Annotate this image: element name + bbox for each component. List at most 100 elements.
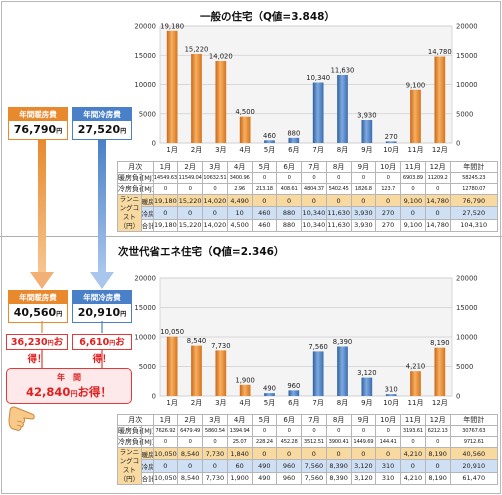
table-header-cell: 2月 bbox=[177, 161, 203, 173]
y-tick-label-right: 5000 bbox=[456, 363, 473, 371]
x-tick-label: 4月 bbox=[239, 146, 250, 154]
table-cell: 0 bbox=[152, 206, 179, 220]
y-tick-label-right: 5000 bbox=[456, 110, 473, 118]
table-cell: 9,100 bbox=[400, 218, 426, 233]
bottom-cool-cost-value: 20,910円 bbox=[73, 304, 131, 321]
table-cell: 0 bbox=[202, 183, 228, 195]
data-label: 8,390 bbox=[333, 338, 352, 346]
table-cell: 0 bbox=[400, 459, 426, 473]
table-header-cell: 1月 bbox=[152, 161, 179, 173]
table-cell: 0 bbox=[251, 193, 278, 208]
table-unit-cell: [MJ] bbox=[140, 172, 154, 184]
table-cell: 0 bbox=[276, 193, 302, 208]
table-header-cell: 4月 bbox=[226, 161, 253, 173]
table-cell: 960 bbox=[276, 459, 302, 473]
table-cell: 4,210 bbox=[400, 446, 426, 461]
x-tick-label: 7月 bbox=[312, 146, 323, 154]
table-cell: 3,930 bbox=[350, 218, 377, 233]
chart-2: 0 0 5000 5000 10000 10000 15000 15000 20000 20000… bbox=[134, 275, 477, 408]
x-tick-label: 2月 bbox=[191, 399, 202, 407]
y-tick-label-left: 15000 bbox=[134, 52, 156, 60]
table-cell: 40,560 bbox=[449, 446, 498, 461]
table-cell: 8,190 bbox=[424, 446, 451, 461]
y-tick-label-left: 15000 bbox=[134, 304, 156, 312]
table-header-cell: 8月 bbox=[325, 161, 352, 173]
x-tick-label: 6月 bbox=[288, 399, 299, 407]
table-cell: 0 bbox=[177, 206, 203, 220]
table-cell: 10,050 bbox=[152, 471, 179, 486]
table-cell: 0 bbox=[251, 172, 278, 184]
data-label: 14,780 bbox=[428, 48, 452, 56]
table-cell: 20,910 bbox=[449, 459, 498, 473]
table-cell: 1449.69 bbox=[350, 436, 377, 448]
table-cell: 0 bbox=[177, 436, 203, 448]
table-cell: 3,930 bbox=[350, 206, 377, 220]
table-header-cell: 3月 bbox=[202, 161, 228, 173]
table-cell: 0 bbox=[301, 193, 327, 208]
table-cell: 60 bbox=[226, 459, 253, 473]
data-label: 19,180 bbox=[160, 22, 184, 30]
bar bbox=[288, 137, 300, 143]
table-cell: 0 bbox=[177, 183, 203, 195]
table-cell: 0 bbox=[375, 193, 401, 208]
table-cell: 0 bbox=[325, 446, 352, 461]
x-tick-label: 5月 bbox=[264, 399, 275, 407]
table-cell: 4,500 bbox=[226, 218, 253, 233]
bar bbox=[337, 346, 348, 396]
table-header-cell: 10月 bbox=[375, 414, 401, 426]
table-row: 暖房負荷[MJ]14549.6311549.0410632.513400.960… bbox=[117, 172, 498, 184]
x-tick-label: 9月 bbox=[361, 399, 372, 407]
table-header-cell: 9月 bbox=[350, 414, 377, 426]
table-header-cell: 月次 bbox=[117, 414, 154, 426]
table-unit-cell: 暖房 bbox=[140, 446, 154, 461]
table-cell: 0 bbox=[251, 446, 278, 461]
y-tick-label-right: 15000 bbox=[456, 52, 478, 60]
table-header-row: 月次 1月 2月 3月 4月 5月 6月 7月 8月 9月 10月 11月 12月 年間計 bbox=[117, 161, 498, 173]
table-header-cell: 8月 bbox=[325, 414, 352, 426]
table-cell: 4804.37 bbox=[301, 183, 327, 195]
table-cell: 8,540 bbox=[177, 471, 203, 486]
bottom-heat-cost-label: 年間暖房費 bbox=[9, 291, 67, 304]
table-header-cell: 3月 bbox=[202, 414, 228, 426]
table-cell: 14,780 bbox=[424, 218, 451, 233]
x-tick-label: 7月 bbox=[312, 399, 323, 407]
table-cell: 19,180 bbox=[152, 218, 179, 233]
table-cell: 4,490 bbox=[226, 193, 253, 208]
table-cell: 14549.63 bbox=[152, 172, 179, 184]
table-header-cell: 5月 bbox=[251, 414, 278, 426]
table-cell: 310 bbox=[375, 459, 401, 473]
bar bbox=[410, 89, 421, 143]
x-tick-label: 2月 bbox=[191, 146, 202, 154]
bar bbox=[215, 350, 227, 396]
save-cool-badge: 6,610円お得！ bbox=[72, 334, 132, 365]
table-cell: 0 bbox=[301, 172, 327, 184]
data-label: 3,120 bbox=[357, 369, 376, 377]
table-cell: 123.7 bbox=[375, 183, 401, 195]
table-cell: 452.28 bbox=[276, 436, 302, 448]
table-cell: 0 bbox=[375, 446, 401, 461]
heat-arrow bbox=[30, 140, 54, 289]
table-cell: 2.96 bbox=[226, 183, 253, 195]
y-tick-label-left: 20000 bbox=[134, 275, 156, 283]
x-tick-label: 11月 bbox=[408, 399, 424, 407]
table-cell: 11209.2 bbox=[424, 172, 451, 184]
table-cell: 310 bbox=[375, 471, 401, 486]
table-cell: 10,050 bbox=[152, 446, 179, 461]
table-header-cell: 5月 bbox=[251, 161, 278, 173]
table-cell: 11,630 bbox=[325, 218, 352, 233]
table-cell: 880 bbox=[276, 206, 302, 220]
data-label: 10,050 bbox=[160, 328, 184, 336]
bar bbox=[385, 394, 397, 396]
table-cell: 460 bbox=[251, 218, 278, 233]
y-tick-label-right: 20000 bbox=[456, 23, 478, 31]
table-row: 暖房負荷[MJ]7626.926479.495860.541394.940000… bbox=[117, 425, 498, 437]
table-cell: 0 bbox=[350, 425, 377, 437]
bar bbox=[264, 140, 275, 143]
table-cell: 490 bbox=[251, 471, 278, 486]
top-heat-cost-label: 年間暖房費 bbox=[9, 108, 67, 121]
top-heat-cost-box: 年間暖房費 76,790円 bbox=[8, 107, 68, 140]
data-label: 4,500 bbox=[235, 108, 254, 116]
table-cell: 408.61 bbox=[276, 183, 302, 195]
bar bbox=[312, 351, 324, 396]
